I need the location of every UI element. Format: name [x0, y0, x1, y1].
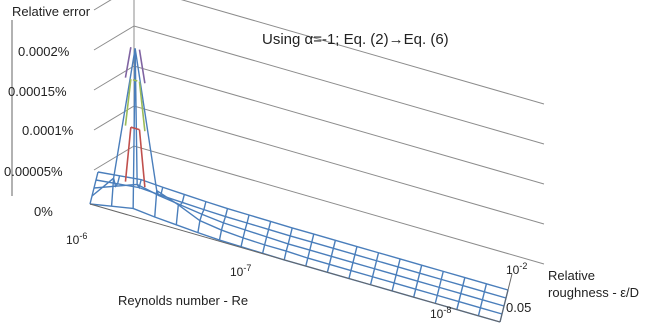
y-axis-label-line1: Relative: [548, 268, 595, 283]
x-tick-label-0: 10-6: [66, 231, 87, 247]
band-purple-left: [124, 47, 132, 78]
mesh-col-5: [197, 201, 207, 233]
chart-title: Relative error: [12, 4, 91, 19]
y-tick-label-0: 10-2: [506, 261, 527, 277]
mesh-col-9: [283, 227, 293, 261]
mesh-row-2: [93, 183, 505, 307]
chart-annotation: Using α=-1; Eq. (2)→Eq. (6): [262, 31, 449, 48]
mesh-col-11: [326, 240, 337, 273]
band-red-top: [130, 126, 140, 131]
axes: [89, 203, 513, 323]
y-tick-label-1: 0.05: [506, 300, 531, 315]
band-red-left: [124, 127, 132, 182]
mesh-col-6: [218, 208, 229, 241]
gridline-4: [93, 0, 545, 105]
mesh-col-8: [261, 221, 272, 254]
band-purple-right: [138, 49, 146, 84]
band-green-right: [138, 81, 146, 132]
mesh-row-4: [97, 171, 509, 291]
band-green-top: [132, 79, 138, 82]
mesh-col-12: [348, 246, 358, 279]
mesh-col-1: [110, 175, 121, 207]
y-axis-line: [499, 273, 513, 323]
mesh-col-7: [240, 214, 250, 247]
mesh-row-1: [91, 48, 503, 315]
mesh-col-18: [477, 283, 488, 316]
mesh-col-16: [434, 271, 444, 304]
x-axis-line: [89, 203, 501, 323]
mesh-col-10: [305, 233, 315, 267]
surface-mesh: [89, 47, 509, 323]
mesh-row-3: [95, 179, 507, 299]
mesh-col-4: [175, 194, 185, 225]
mesh-col-2: [132, 48, 142, 209]
x-axis-label: Reynolds number - Re: [118, 293, 248, 308]
mesh-col-0: [89, 171, 99, 205]
mesh-col-3: [154, 187, 164, 218]
back-walls: [11, 0, 545, 265]
x-tick-label-2: 10-8: [430, 305, 451, 321]
mesh-col-17: [456, 277, 466, 310]
z-tick-label-2: 0.0001%: [22, 123, 74, 138]
band-green-left: [124, 79, 132, 126]
z-tick-label-4: 0.0002%: [18, 44, 70, 59]
x-tick-label-1: 10-7: [230, 263, 251, 279]
mesh-col-14: [391, 258, 401, 292]
z-tick-label-1: 0.00005%: [4, 164, 63, 179]
y-axis-label-line2: roughness - ε/D: [548, 285, 639, 300]
z-tick-labels: 0% 0.00005% 0.0001% 0.00015% 0.0002%: [4, 44, 74, 219]
mesh-col-13: [369, 252, 380, 285]
z-tick-label-3: 0.00015%: [8, 84, 67, 99]
band-red-right: [138, 129, 146, 188]
mesh-col-15: [413, 264, 423, 298]
z-tick-label-0: 0%: [34, 204, 53, 219]
